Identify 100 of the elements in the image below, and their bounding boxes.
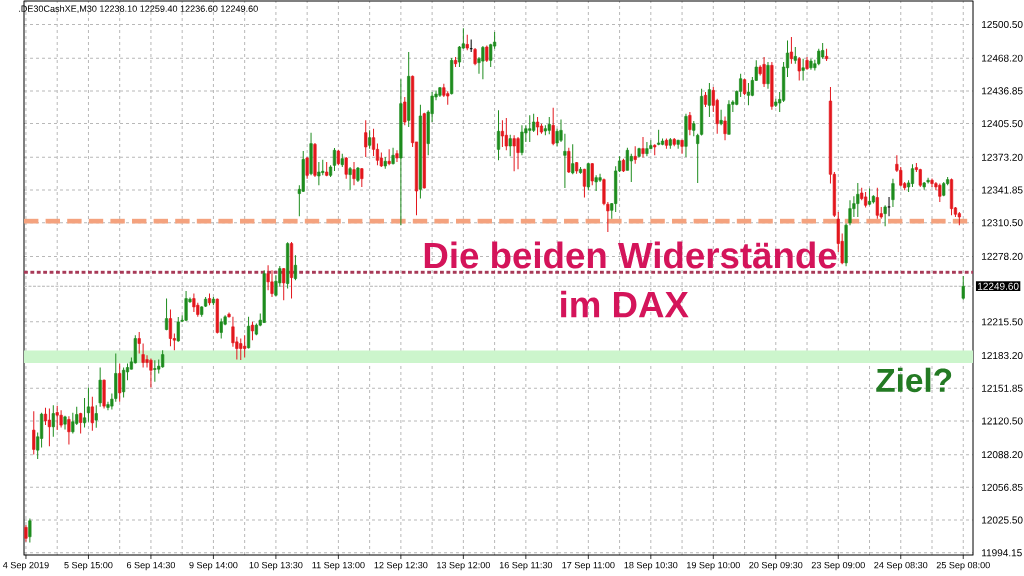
x-tick-label: 16 Sep 11:30 [499,561,553,571]
candlestick [528,114,532,143]
candlestick [28,517,32,543]
candlestick [364,119,368,158]
x-tick-label: 5 Sep 15:00 [64,561,113,571]
y-tick-label: 11994.15 [982,549,1022,557]
candlestick [496,109,501,161]
y-tick-label: 12436.85 [982,87,1023,95]
candlestick [629,153,633,183]
candlestick [55,405,59,431]
candlestick [520,124,524,156]
y-tick-label: 12278.20 [982,252,1023,260]
candlestick [567,147,571,174]
candlestick [282,267,286,301]
candlestick [371,128,376,157]
candlestick [32,410,36,455]
candlestick [766,61,770,90]
candlestick [90,396,94,432]
candlestick [762,56,766,88]
y-tick-label: 12183.20 [982,351,1023,360]
candlestick [243,334,247,358]
candlestick [317,161,321,186]
candlestick [504,117,508,151]
candlestick [930,178,934,188]
x-tick-label: 13 Sep 12:00 [437,561,490,571]
candlestick [149,358,153,389]
annotation: im DAX [561,290,689,318]
ref-line-label: 12249.60 [978,282,1019,290]
candlestick [680,139,684,155]
candlestick [168,309,173,347]
candlestick [641,136,645,159]
x-tick-label: 18 Sep 10:30 [624,561,678,571]
candlestick [153,359,157,383]
candlestick [789,36,793,65]
candlestick [586,162,590,191]
candlestick [368,129,372,150]
candlestick [98,367,102,408]
candlestick [118,363,122,403]
candlestick [801,58,805,81]
candlestick [348,166,352,191]
candlestick [563,133,567,189]
y-tick-label: 12025.50 [982,516,1023,524]
chart-title: .DE30CashXE,M30 12238.10 12259.40 12236.60 12249.60 [19,5,258,14]
y-tick-label: 12215.50 [982,318,1023,326]
candlestick [551,107,555,146]
y-tick-label: 12310.50 [982,219,1023,227]
y-tick-label: 12056.85 [982,483,1023,491]
candlestick [926,177,930,185]
y-tick-label: 12468.20 [982,54,1023,62]
candlestick [719,109,723,126]
candlestick [797,56,801,81]
candlestick [239,338,243,361]
candlestick [219,317,223,340]
candlestick [746,82,751,106]
candlestick [192,293,196,313]
candlestick [532,113,536,133]
candlestick [571,143,575,175]
candlestick [122,367,126,398]
x-tick-label: 4 Sep 2019 [2,561,49,571]
candlestick [688,111,692,136]
candlestick [508,134,512,157]
candlestick [176,316,180,343]
candlestick [395,149,399,163]
y-tick-label: 12088.20 [982,451,1023,459]
candlestick [82,397,87,428]
annotation: Die beiden Widerstände [424,241,837,269]
candlestick [391,147,395,166]
candlestick [51,404,55,438]
candlestick [594,174,598,192]
candlestick [184,290,188,322]
annotation: Ziel? [876,367,952,393]
x-tick-label: 20 Sep 09:30 [749,561,803,571]
x-tick-label: 17 Sep 11:00 [562,561,615,571]
x-tick-label: 19 Sep 10:00 [687,561,740,571]
candlestick [723,115,727,141]
y-tick-label: 12341.85 [982,186,1023,194]
x-tick-label: 24 Sep 08:30 [874,561,928,571]
candlestick [856,182,860,218]
candlestick [270,269,274,298]
candlestick [94,404,98,429]
y-tick-label: 12405.50 [982,120,1023,128]
candlestick [352,161,356,186]
x-tick-label: 23 Sep 09:00 [811,561,865,571]
x-tick-label: 11 Sep 13:00 [312,561,365,571]
candlestick [67,415,71,446]
candlestick [403,96,407,126]
candlestick [696,133,700,184]
candlestick [887,196,891,217]
y-tick-label: 12500.50 [982,20,1023,29]
x-tick-label: 9 Sep 14:00 [189,561,238,571]
candlestick [469,38,473,53]
candlestick [883,204,887,227]
candlestick [875,187,879,220]
candlestick [137,331,141,355]
candlestick [86,387,91,423]
candlestick [961,275,965,301]
x-tick-label: 25 Sep 08:00 [936,561,990,571]
candlestick [141,343,145,369]
candlestick [516,136,520,170]
candlestick [645,141,649,157]
